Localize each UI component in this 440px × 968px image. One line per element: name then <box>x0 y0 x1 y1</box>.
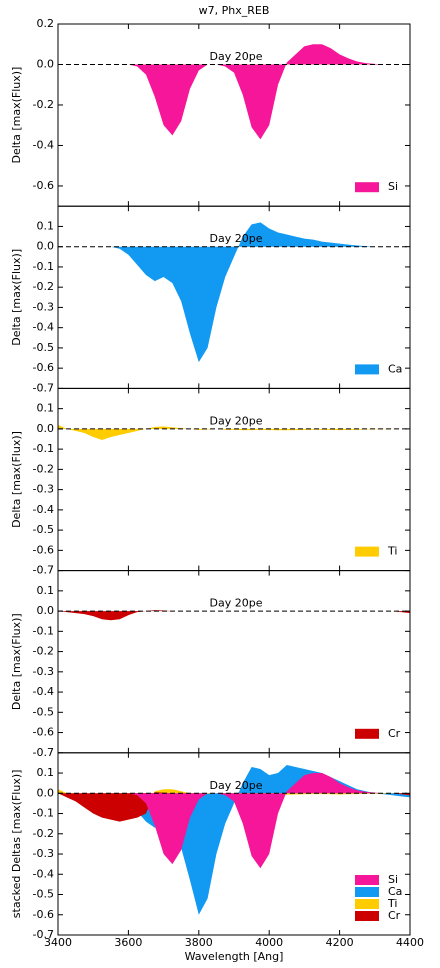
y-tick-label: -0.2 <box>33 827 54 840</box>
x-tick-label: 4200 <box>326 936 354 949</box>
legend-label: Ca <box>388 362 402 375</box>
legend-swatch <box>355 182 379 193</box>
y-tick-label: -0.6 <box>33 361 54 374</box>
y-tick-label: -0.4 <box>33 867 54 880</box>
y-tick-label: -0.3 <box>33 483 54 496</box>
area <box>58 222 410 363</box>
y-tick-label: -0.4 <box>33 138 54 151</box>
annotation: Day 20pe <box>210 414 263 427</box>
y-tick-label: -0.6 <box>33 543 54 556</box>
legend-label: Cr <box>388 909 401 922</box>
x-tick-label: 3800 <box>185 936 213 949</box>
y-tick-label: -0.6 <box>33 908 54 921</box>
y-tick-label: -0.3 <box>33 665 54 678</box>
x-axis-label: Wavelength [Ang] <box>185 950 284 963</box>
y-tick-label: -0.6 <box>33 179 54 192</box>
y-tick-label: -0.5 <box>33 888 54 901</box>
legend-label: Ti <box>387 545 397 558</box>
y-tick-label: 0.0 <box>37 422 55 435</box>
annotation: Day 20pe <box>210 232 263 245</box>
y-tick-label: -0.3 <box>33 300 54 313</box>
x-tick-label: 3600 <box>114 936 142 949</box>
y-tick-label: -0.4 <box>33 685 54 698</box>
x-tick-label: 4400 <box>396 936 424 949</box>
y-axis-label: Delta [max(Flux)] <box>10 249 23 346</box>
y-tick-label: 0.2 <box>37 17 55 30</box>
y-axis-label: Delta [max(Flux)] <box>10 67 23 164</box>
y-tick-label: -0.5 <box>33 341 54 354</box>
y-axis-label: Delta [max(Flux)] <box>10 613 23 710</box>
legend-label: Ca <box>388 885 402 898</box>
area <box>58 44 410 140</box>
area <box>58 424 410 441</box>
y-tick-label: -0.3 <box>33 847 54 860</box>
y-tick-label: -0.2 <box>33 98 54 111</box>
y-tick-label: -0.1 <box>33 260 54 273</box>
annotation: Day 20pe <box>210 779 263 792</box>
y-tick-label: -0.7 <box>33 746 54 759</box>
y-tick-label: 0.1 <box>37 584 55 597</box>
y-tick-label: -0.5 <box>33 523 54 536</box>
legend-swatch <box>355 728 379 739</box>
legend-label: Si <box>388 873 398 886</box>
y-tick-label: -0.1 <box>33 807 54 820</box>
y-tick-label: -0.1 <box>33 624 54 637</box>
legend-swatch <box>355 875 379 885</box>
y-tick-label: 0.1 <box>37 402 55 415</box>
y-tick-label: 0.0 <box>37 604 55 617</box>
y-tick-label: -0.2 <box>33 645 54 658</box>
y-tick-label: 0.0 <box>37 57 55 70</box>
y-tick-label: 0.1 <box>37 219 55 232</box>
legend-swatch <box>355 899 379 909</box>
legend-label: Cr <box>388 727 401 740</box>
legend-label: Ti <box>387 897 397 910</box>
y-tick-label: -0.2 <box>33 280 54 293</box>
legend-swatch <box>355 911 379 921</box>
y-tick-label: -0.1 <box>33 442 54 455</box>
y-tick-label: -0.7 <box>33 381 54 394</box>
legend-label: Si <box>388 180 398 193</box>
y-tick-label: -0.4 <box>33 321 54 334</box>
legend-swatch <box>355 887 379 897</box>
y-tick-label: -0.2 <box>33 462 54 475</box>
y-tick-label: -0.5 <box>33 705 54 718</box>
x-tick-label: 3400 <box>44 936 72 949</box>
y-axis-label: Delta [max(Flux)] <box>10 431 23 528</box>
legend-swatch <box>355 364 379 375</box>
y-tick-label: -0.6 <box>33 726 54 739</box>
y-tick-label: 0.0 <box>37 786 55 799</box>
legend-swatch <box>355 546 379 557</box>
y-tick-label: -0.7 <box>33 928 54 941</box>
y-tick-label: 0.0 <box>37 240 55 253</box>
annotation: Day 20pe <box>210 597 263 610</box>
figure-title: w7, Phx_REB <box>199 4 270 17</box>
y-tick-label: -0.7 <box>33 564 54 577</box>
y-axis-label: stacked Deltas [max(Flux)] <box>10 770 23 919</box>
plot-frame <box>57 752 411 936</box>
area <box>58 773 410 869</box>
y-tick-label: 0.1 <box>37 766 55 779</box>
x-tick-label: 4000 <box>255 936 283 949</box>
annotation: Day 20pe <box>210 50 263 63</box>
y-tick-label: -0.4 <box>33 503 54 516</box>
